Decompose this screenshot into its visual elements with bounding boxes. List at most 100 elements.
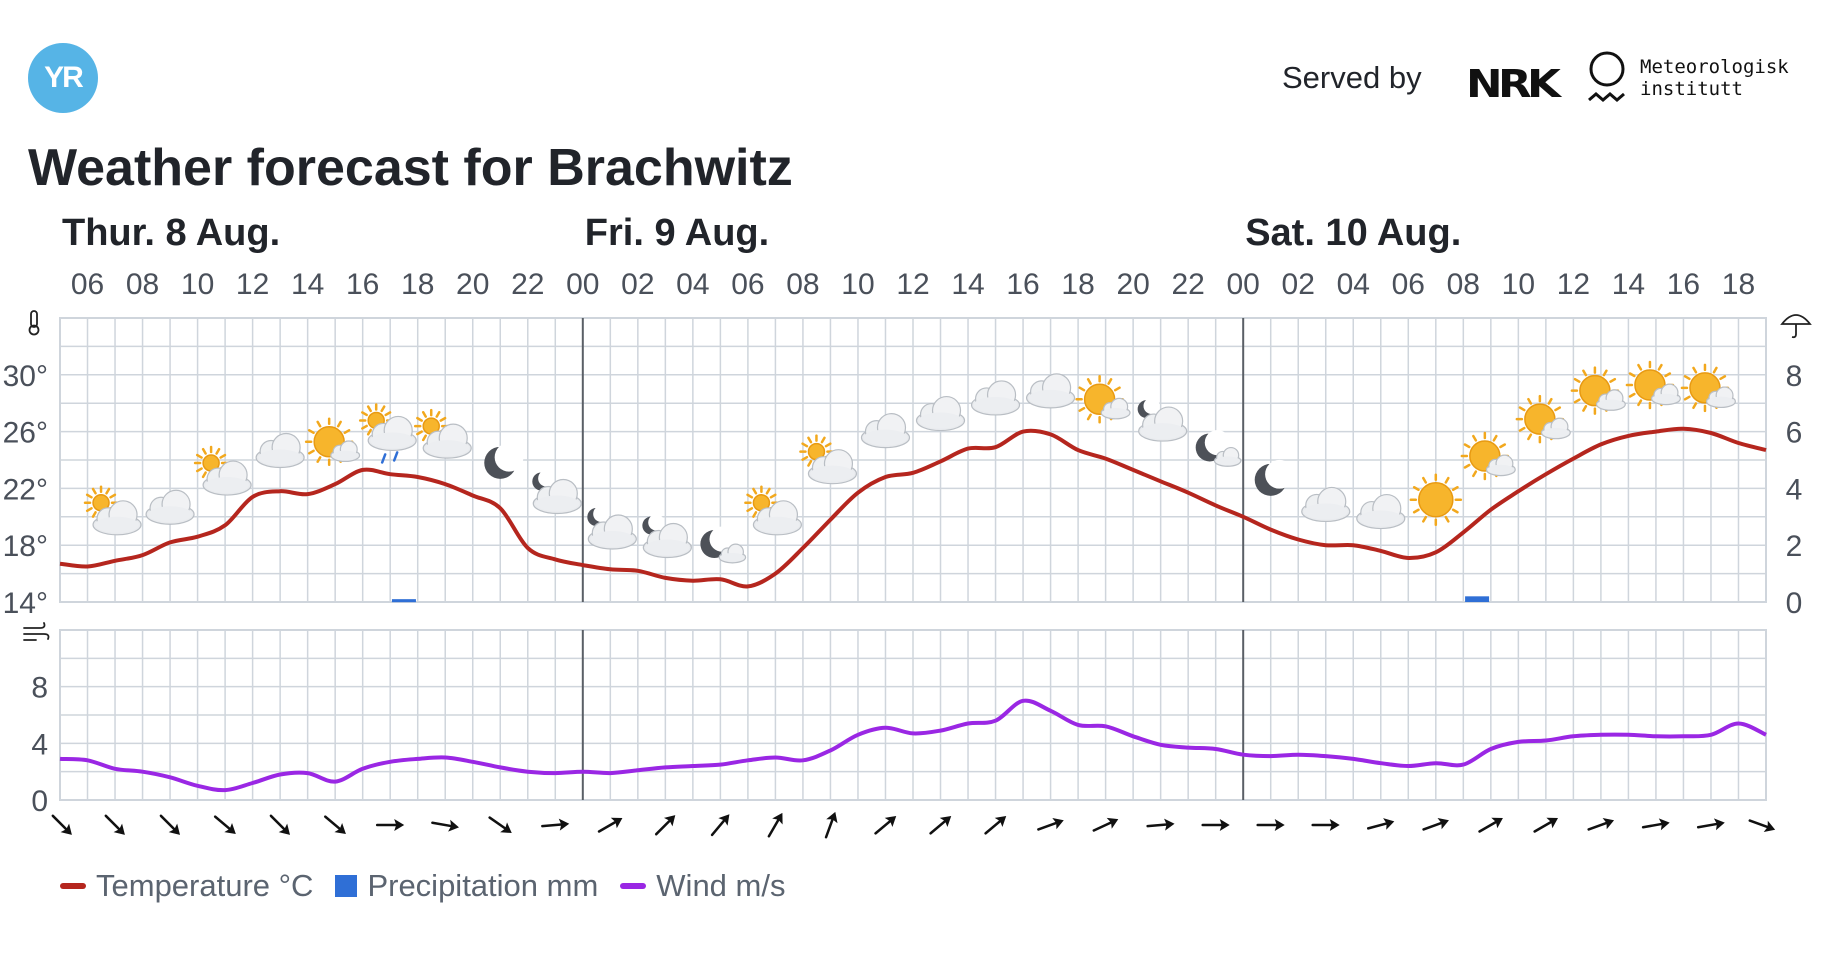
hour-tick-label: 02 [621,268,654,301]
nrk-logo[interactable]: NRK [1466,62,1561,106]
wind-arrow-icon [1146,818,1175,831]
partly-cloudy-night-icon [532,470,582,515]
wind-arrow-icon [488,816,512,834]
wind-arrow-icon [1641,818,1670,831]
wind-axis: 0 4 8 [31,672,48,818]
clear-night-icon [484,442,524,479]
weather-symbols [83,360,1736,564]
wind-arrow-icon [1366,818,1395,830]
fair-day-icon [1515,394,1571,444]
precipitation-tick-label: 6 [1786,417,1803,450]
met-institute-name[interactable]: Meteorologisk institutt [1640,56,1789,100]
wind-arrow-icon [375,819,405,831]
wind-arrow-icon [1422,817,1449,831]
precipitation-tick-label: 2 [1786,530,1803,563]
grid [59,317,1767,801]
page-title: Weather forecast for Brachwitz [28,139,793,197]
legend-label: Precipitation mm [367,868,599,903]
day-labels: Thur. 8 Aug. Fri. 9 Aug. Sat. 10 Aug. [62,212,1461,254]
forecast-chart: Thur. 8 Aug. Fri. 9 Aug. Sat. 10 Aug. 06 08… [3,212,1812,839]
wind-tick-label: 0 [31,785,48,818]
hour-tick-label: 12 [1557,268,1590,301]
precipitation-bar [1465,596,1490,602]
cloudy-icon [255,432,305,469]
legend-item: Precipitation mm [335,868,598,904]
hour-tick-label: 00 [1227,268,1260,301]
served-by-label: Served by [1282,60,1422,95]
precipitation-tick-label: 4 [1786,473,1803,506]
precipitation-tick-label: 0 [1786,587,1803,620]
hour-tick-label: 14 [951,268,984,301]
wind-tick-label: 8 [31,672,48,705]
partly-cloudy-day-icon [193,445,252,496]
fair-day-icon [1075,374,1131,424]
wind-arrow-icon [1092,817,1119,832]
hour-tick-label: 12 [896,268,929,301]
clear-night-icon [1254,459,1294,496]
hour-tick-label: 16 [346,268,379,301]
hour-tick-label: 14 [291,268,324,301]
clear-day-icon [1409,473,1463,527]
hour-tick-label: 20 [456,268,489,301]
cloudy-icon [860,413,911,449]
wind-arrow-icon [104,814,125,835]
partly-cloudy-night-icon [1137,397,1188,442]
hour-tick-label: 16 [1667,268,1700,301]
partly-cloudy-day-icon [413,408,472,459]
day-label: Fri. 9 Aug. [585,212,769,254]
wind-arrow-icon [213,815,236,834]
temperature-tick-label: 14° [3,587,48,620]
wind-direction-arrows [51,811,1776,839]
wind-arrow-icon [929,816,952,835]
cloudy-icon [915,395,966,432]
partly-cloudy-day-icon [744,485,803,536]
wind-arrow-icon [51,814,72,835]
hour-tick-label: 10 [841,268,874,301]
hour-tick-label: 06 [71,268,104,301]
hour-tick-label: 10 [181,268,214,301]
partly-cloudy-day-icon [799,434,858,485]
legend-swatch [60,883,86,889]
temperature-tick-label: 22° [3,473,48,506]
temperature-tick-label: 18° [3,530,48,563]
cloudy-icon [970,380,1021,416]
wind-arrow-icon [710,814,730,837]
wind-arrow-icon [1696,818,1725,831]
partly-cloudy-night-icon [642,514,692,559]
fair-day-icon [304,417,361,467]
hour-tick-label: 18 [1061,268,1094,301]
wind-arrow-icon [874,816,897,835]
fair-day-icon [1625,360,1681,410]
legend-swatch [335,875,358,897]
partly-cloudy-night-icon [587,505,637,550]
legend-label: Temperature °C [96,868,314,903]
wind-arrow-icon [1748,819,1776,833]
legend-item: Wind m/s [620,868,785,904]
cloudy-icon [145,489,195,525]
precipitation-tick-label: 8 [1786,360,1803,393]
hour-tick-label: 14 [1612,268,1645,301]
wind-arrow-icon [269,814,290,835]
hour-tick-label: 20 [1116,268,1149,301]
fair-day-icon [1570,366,1626,415]
temperature-series [59,426,1767,589]
fair-night-icon [1195,429,1242,467]
hour-tick-label: 18 [1722,268,1755,301]
hour-tick-label: 00 [566,268,599,301]
header: YR Served by NRK Meteorologisk institutt [0,0,1848,130]
temperature-tick-label: 26° [3,417,48,450]
hour-tick-label: 12 [236,268,269,301]
axis-icons [23,310,1812,641]
wind-arrow-icon [1311,819,1340,831]
legend-swatch [620,883,647,889]
wind-series [59,698,1767,793]
wind-arrow-icon [541,818,570,831]
wind-arrow-icon [654,815,676,836]
wind-arrow-icon [1533,817,1559,833]
yr-logo[interactable]: YR [28,43,98,113]
legend-item: Temperature °C [60,868,313,904]
day-label: Sat. 10 Aug. [1245,212,1461,254]
precipitation-bars [391,596,1490,603]
temperature-tick-label: 30° [3,360,48,393]
met-institute-logo-icon [1588,51,1625,102]
